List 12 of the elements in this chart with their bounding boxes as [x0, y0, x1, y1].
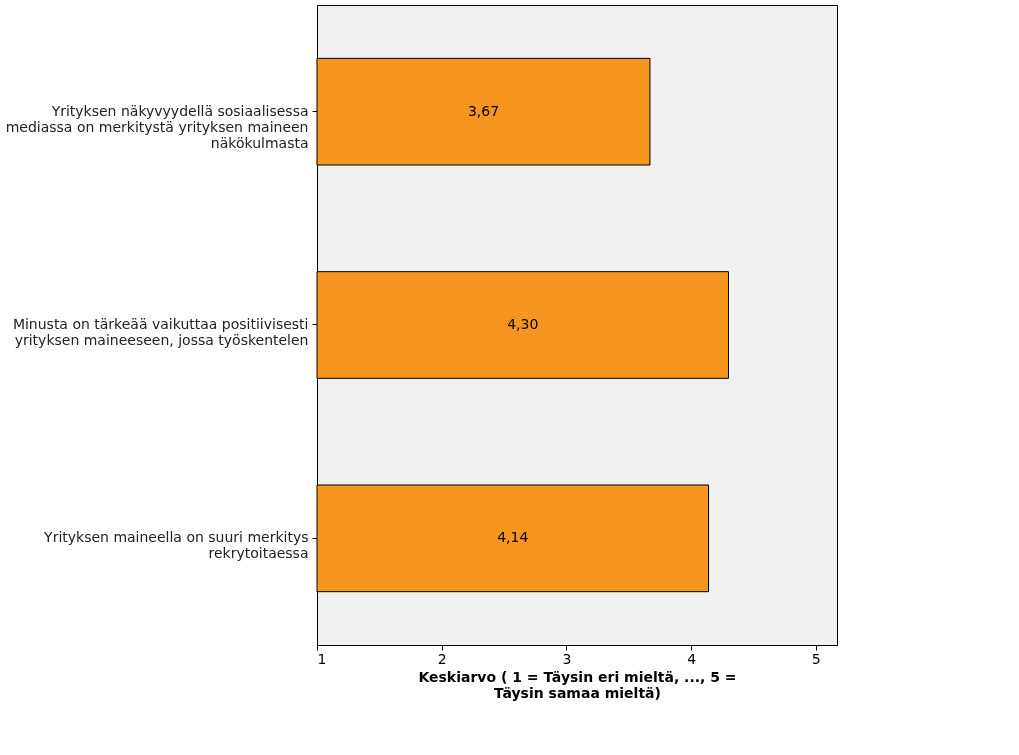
x-tick-label: 2: [437, 650, 447, 667]
y-tick-label: Minusta on tärkeää vaikuttaa positiivisesti yrityksen maineeseen, jossa työskentelen: [12, 316, 309, 348]
y-tick-label: Yrityksen maineella on suuri merkitys rekrytoitaessa: [43, 529, 309, 562]
x-tick-label: 3: [562, 650, 572, 667]
x-tick-label: 4: [687, 650, 697, 667]
x-tick-label: 5: [811, 650, 821, 667]
y-tick-label: Yrityksen näkyvyydellä sosiaalisessa mediassa on merkitystä yrityksen maineen näkökulmasta: [5, 102, 309, 151]
data-label: 3,67: [467, 102, 500, 119]
x-axis-title: Keskiarvo ( 1 = Täysin eri mieltä, ..., 5 = Täysin samaa mieltä): [418, 668, 737, 701]
data-label: 4,14: [497, 529, 529, 546]
data-label: 4,30: [507, 316, 539, 332]
x-tick-label: 1: [317, 650, 327, 667]
